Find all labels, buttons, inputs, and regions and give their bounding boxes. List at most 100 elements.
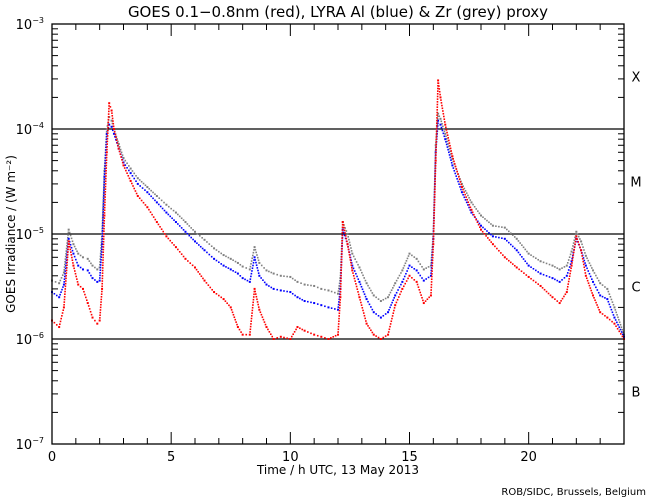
trace-dot [89,310,92,313]
trace-dot [434,172,437,175]
trace-dot [102,235,105,238]
trace-dot [524,248,527,251]
trace-dot [454,172,457,175]
trace-dot [601,284,604,286]
trace-dot [435,154,437,157]
trace-dot [407,277,409,280]
trace-dot [413,268,416,270]
data-point [101,287,104,290]
trace-dot [434,175,437,178]
trace-dot [253,293,255,296]
trace-dot [90,262,92,265]
trace-dot [508,230,510,233]
data-point [444,138,447,141]
trace-dot [501,226,503,228]
trace-dot [164,233,166,235]
trace-dot [100,261,102,264]
data-point [222,298,225,301]
trace-dot [157,203,160,206]
data-point [98,266,101,269]
trace-dot [371,308,374,311]
data-point [184,221,187,224]
data-point [258,308,261,311]
trace-dot [60,317,62,320]
trace-dot [113,131,116,133]
trace-dot [169,239,172,242]
trace-dot [583,249,585,251]
trace-dot [163,209,166,212]
trace-dot [588,284,591,287]
trace-dot [206,241,208,243]
trace-dot [377,314,380,317]
trace-dot [190,236,192,239]
data-point [105,151,108,154]
trace-dot [450,150,453,152]
trace-dot [443,118,446,121]
data-point [584,274,587,277]
trace-dot [556,300,559,302]
trace-dot [548,263,551,266]
trace-dot [352,274,355,277]
trace-dot [103,233,105,235]
data-point [117,142,120,145]
trace-dot [571,262,573,264]
trace-dot [392,287,394,289]
trace-dot [341,242,343,245]
trace-dot [437,84,439,87]
trace-dot [431,275,433,278]
trace-dot [100,296,103,298]
trace-dot [338,312,341,315]
trace-dot [541,287,544,289]
trace-dot [102,264,104,267]
trace-dot [439,93,441,96]
trace-dot [252,301,254,304]
trace-dot [291,292,294,295]
trace-dot [430,278,433,281]
trace-dot [430,286,433,289]
trace-dot [121,154,124,156]
trace-dot [588,272,591,275]
trace-dot [561,279,563,281]
trace-dot [584,252,586,254]
trace-dot [467,194,469,197]
trace-dot [161,207,164,210]
data-point [222,264,225,267]
trace-dot [441,129,444,132]
trace-dot [283,290,285,292]
chart-title: GOES 0.1−0.8nm (red), LYRA Al (blue) & Z… [128,3,548,21]
trace-dot [114,135,116,138]
trace-dot [459,186,461,188]
trace-dot [446,131,448,134]
data-point [81,287,84,290]
data-point [580,249,583,252]
trace-dot [434,162,437,165]
trace-dot [391,315,394,317]
trace-dot [102,191,105,193]
data-point [480,224,482,227]
data-point [394,294,397,297]
trace-dot [102,201,105,204]
trace-dot [436,103,439,106]
trace-dot [102,261,104,264]
trace-dot [457,175,460,178]
data-point [365,322,368,325]
trace-dot [431,273,433,275]
trace-dot [445,143,448,146]
x-tick-label: 15 [401,450,418,465]
trace-dot [126,162,128,165]
trace-dot [342,224,345,226]
trace-dot [579,238,581,240]
trace-dot [254,248,257,251]
trace-dot [579,246,581,249]
trace-dot [607,300,610,303]
trace-dot [75,275,77,278]
trace-dot [434,157,437,159]
data-point [558,280,561,283]
trace-dot [99,317,101,319]
data-point [592,294,595,297]
data-point [337,292,339,295]
trace-dot [554,266,556,268]
trace-dot [448,145,450,148]
trace-dot [590,289,593,292]
trace-dot [367,325,369,327]
